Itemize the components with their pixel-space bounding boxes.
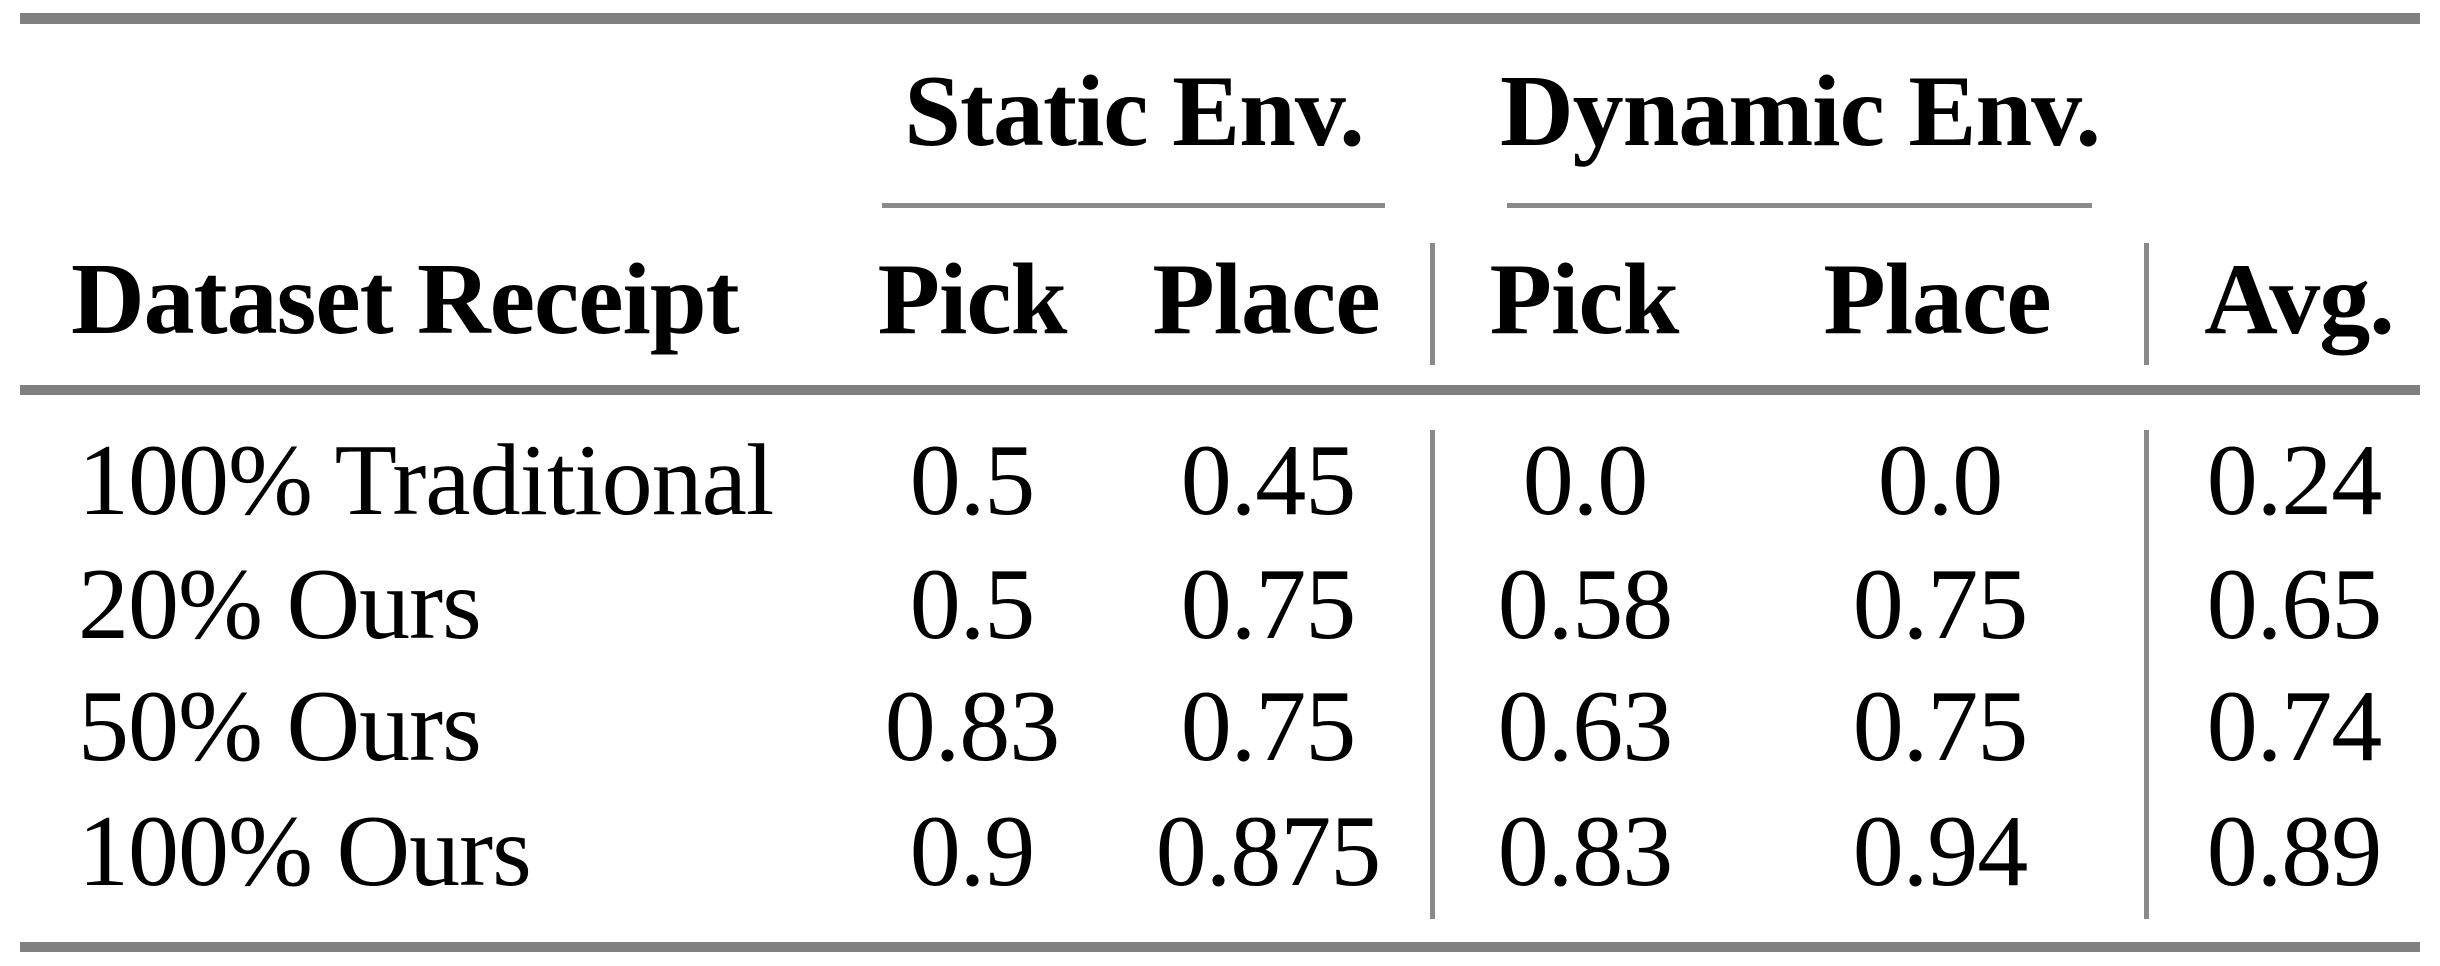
table-cell: 0.5 (909, 424, 1035, 537)
table-mid-rule (20, 385, 2420, 395)
col-header-static-place: Place (1152, 243, 1380, 356)
row-label: 50% Ours (78, 670, 482, 783)
col-header-dataset-receipt: Dataset Receipt (71, 243, 740, 356)
table-cell: 0.94 (1852, 795, 2028, 908)
col-header-avg: Avg. (2204, 243, 2395, 356)
table-cell: 0.89 (2206, 795, 2382, 908)
table-cell: 0.875 (1155, 795, 1381, 908)
table-cell: 0.5 (909, 548, 1035, 661)
row-label: 100% Traditional (78, 424, 774, 537)
header-vertical-separator-2 (2144, 243, 2149, 365)
table-cell: 0.0 (1522, 424, 1648, 537)
table-cell: 0.45 (1180, 424, 1356, 537)
table-bottom-rule (20, 942, 2420, 952)
group-header-static-env: Static Env. (904, 55, 1364, 168)
body-vertical-separator-1 (1430, 430, 1435, 919)
table-cell: 0.74 (2206, 670, 2382, 783)
table-cell: 0.75 (1180, 670, 1356, 783)
table-cell: 0.24 (2206, 424, 2382, 537)
table-cell: 0.75 (1852, 548, 2028, 661)
dynamic-env-underline (1507, 203, 2092, 208)
table-cell: 0.75 (1852, 670, 2028, 783)
body-vertical-separator-2 (2144, 430, 2149, 919)
table-cell: 0.58 (1497, 548, 1673, 661)
table-cell: 0.83 (1497, 795, 1673, 908)
static-env-underline (882, 203, 1385, 208)
table-cell: 0.83 (884, 670, 1060, 783)
table-cell: 0.0 (1877, 424, 2003, 537)
table-top-rule (20, 13, 2420, 24)
table-cell: 0.65 (2206, 548, 2382, 661)
col-header-dynamic-pick: Pick (1489, 243, 1680, 356)
col-header-static-pick: Pick (877, 243, 1068, 356)
col-header-dynamic-place: Place (1823, 243, 2051, 356)
group-header-dynamic-env: Dynamic Env. (1499, 55, 2101, 168)
row-label: 100% Ours (78, 795, 532, 908)
table-cell: 0.9 (909, 795, 1035, 908)
table-cell: 0.75 (1180, 548, 1356, 661)
table-cell: 0.63 (1497, 670, 1673, 783)
header-vertical-separator-1 (1430, 243, 1435, 365)
row-label: 20% Ours (78, 548, 482, 661)
